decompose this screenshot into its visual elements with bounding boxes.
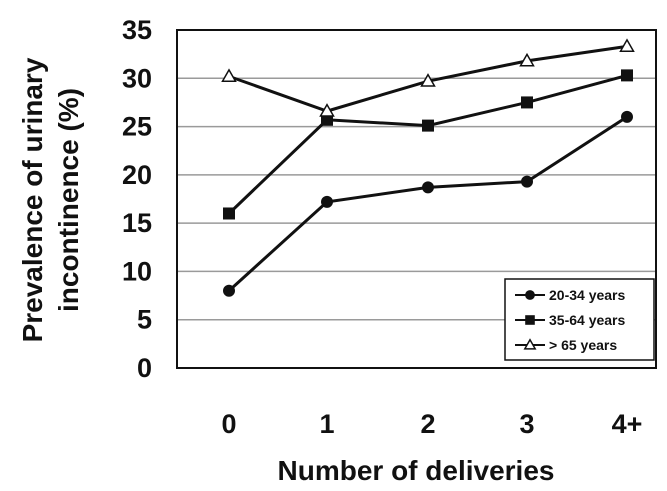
legend-item-2: 35-64 years (515, 312, 626, 328)
series-3-point-4 (519, 52, 535, 67)
series-1-point-5 (621, 110, 633, 123)
series-1-point-1 (223, 284, 235, 297)
legend-label-1: 20-34 years (549, 287, 626, 303)
y-tick-label-20: 20 (122, 160, 152, 190)
y-tick-label-5: 5 (137, 305, 152, 335)
y-axis-tick-labels: 0 5 10 15 20 25 30 35 (122, 15, 152, 383)
series-1 (223, 110, 633, 297)
y-tick-label-30: 30 (122, 63, 152, 93)
y-tick-label-15: 15 (122, 208, 152, 238)
x-tick-label-0: 0 (221, 409, 236, 439)
y-tick-label-0: 0 (137, 353, 152, 383)
legend-marker-3 (523, 338, 537, 350)
series-3-point-5 (619, 38, 635, 53)
series-1-point-2 (321, 195, 333, 208)
legend: 20-34 years 35-64 years > 65 years (504, 278, 655, 361)
x-axis-tick-labels: 0 1 2 3 4+ (221, 409, 642, 439)
y-tick-label-10: 10 (122, 256, 152, 286)
legend-label-3: > 65 years (549, 337, 617, 353)
series-1-point-3 (422, 181, 434, 194)
series-2-point-2 (321, 113, 333, 126)
legend-label-2: 35-64 years (549, 312, 626, 328)
y-axis-title-line-2: incontinence (%) (53, 88, 84, 312)
plot-area-frame (176, 29, 657, 369)
series-1-line (227, 115, 628, 292)
data-series (221, 38, 635, 297)
x-tick-label-4plus: 4+ (612, 409, 643, 439)
y-tick-label-25: 25 (122, 112, 152, 142)
legend-item-3: > 65 years (515, 337, 617, 353)
series-3-point-2 (319, 103, 335, 117)
series-3-point-1 (221, 68, 237, 82)
x-tick-label-2: 2 (420, 409, 435, 439)
x-axis-title: Number of deliveries (278, 455, 555, 486)
series-2-point-3 (422, 119, 434, 132)
series-3-point-3 (420, 73, 436, 87)
legend-marker-1 (525, 290, 535, 300)
y-axis-title-line-1: Prevalence of urinary (17, 57, 48, 342)
series-3 (221, 38, 635, 117)
y-tick-label-35: 35 (122, 15, 152, 45)
series-2-point-1 (223, 207, 235, 220)
x-tick-label-3: 3 (519, 409, 534, 439)
legend-item-1: 20-34 years (515, 287, 626, 303)
x-tick-label-1: 1 (319, 409, 334, 439)
series-2-point-4 (521, 96, 533, 109)
series-2 (223, 69, 633, 220)
legend-marker-2 (525, 315, 535, 325)
series-1-point-4 (521, 175, 533, 188)
series-2-point-5 (621, 69, 633, 82)
